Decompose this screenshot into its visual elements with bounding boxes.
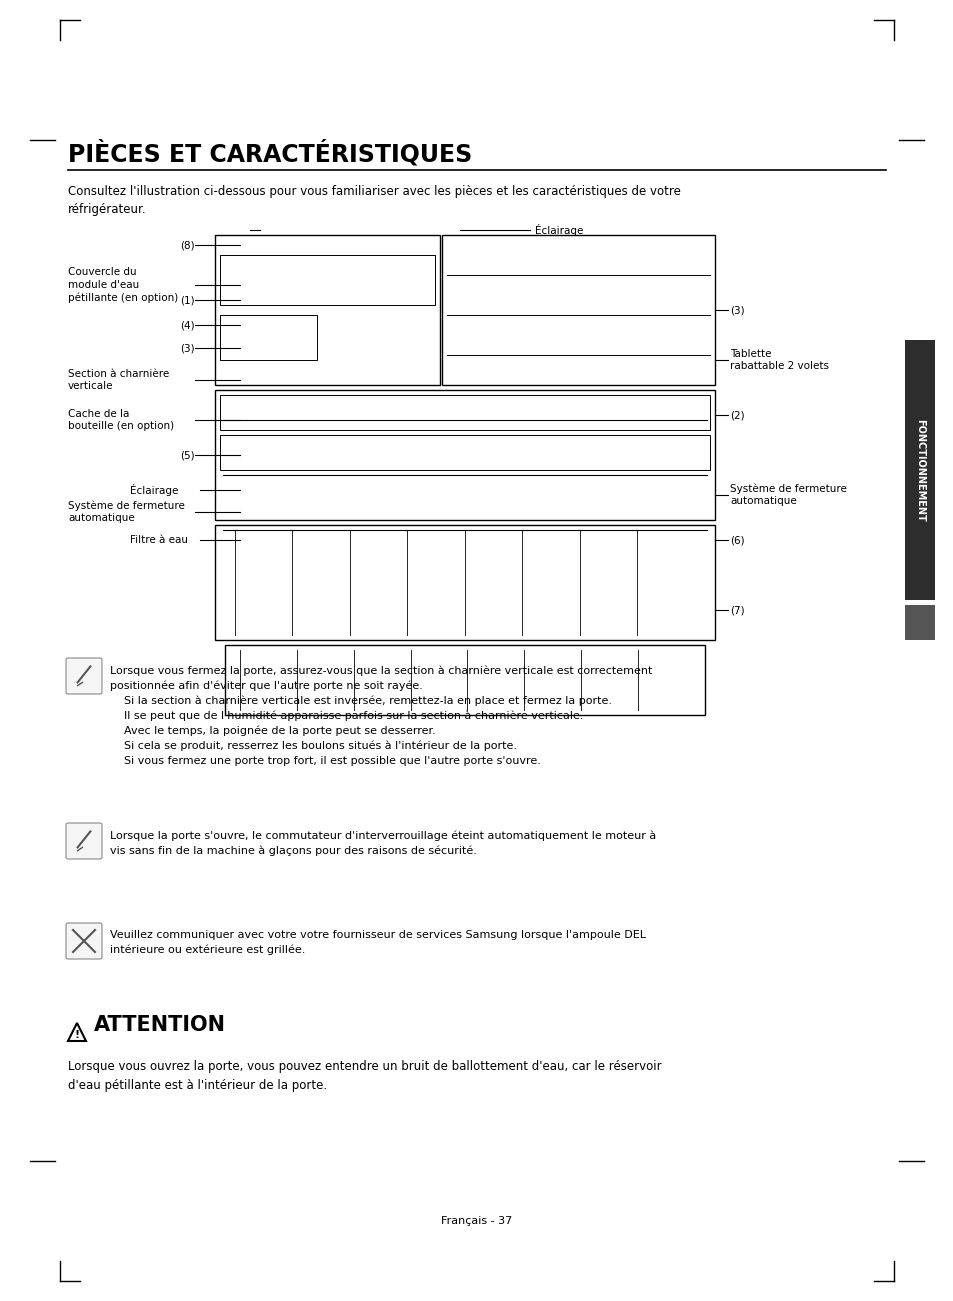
FancyBboxPatch shape xyxy=(66,922,102,959)
Text: ATTENTION: ATTENTION xyxy=(94,1015,226,1036)
Text: Système de fermeture
automatique: Système de fermeture automatique xyxy=(729,484,846,506)
Text: Veuillez communiquer avec votre votre fournisseur de services Samsung lorsque l': Veuillez communiquer avec votre votre fo… xyxy=(110,930,645,955)
Text: (4): (4) xyxy=(180,320,194,330)
Text: FONCTIONNEMENT: FONCTIONNEMENT xyxy=(914,419,924,522)
Text: Français - 37: Français - 37 xyxy=(441,1216,512,1226)
Text: Éclairage: Éclairage xyxy=(535,224,583,235)
Text: (3): (3) xyxy=(180,343,194,353)
Text: (2): (2) xyxy=(729,410,744,420)
Text: (3): (3) xyxy=(729,304,744,315)
Bar xyxy=(220,315,316,360)
Text: Système de fermeture
automatique: Système de fermeture automatique xyxy=(68,501,185,523)
Text: Tablette
rabattable 2 volets: Tablette rabattable 2 volets xyxy=(729,349,828,371)
Text: Lorsque vous ouvrez la porte, vous pouvez entendre un bruit de ballottement d'ea: Lorsque vous ouvrez la porte, vous pouve… xyxy=(68,1060,661,1092)
Text: Lorsque vous fermez la porte, assurez-vous que la section à charnière verticale : Lorsque vous fermez la porte, assurez-vo… xyxy=(110,665,652,766)
Text: PIÈCES ET CARACTÉRISTIQUES: PIÈCES ET CARACTÉRISTIQUES xyxy=(68,141,472,167)
FancyBboxPatch shape xyxy=(66,658,102,693)
FancyBboxPatch shape xyxy=(66,824,102,859)
Text: (7): (7) xyxy=(729,605,744,615)
Text: Cache de la
bouteille (en option): Cache de la bouteille (en option) xyxy=(68,409,174,431)
Text: Couvercle du
module d'eau
pétillante (en option): Couvercle du module d'eau pétillante (en… xyxy=(68,267,178,303)
Bar xyxy=(220,255,435,304)
Text: Section à charnière
verticale: Section à charnière verticale xyxy=(68,368,169,392)
Bar xyxy=(220,435,709,470)
Bar xyxy=(904,605,934,640)
Bar xyxy=(220,396,709,431)
Text: Éclairage: Éclairage xyxy=(130,484,178,496)
Bar xyxy=(904,340,934,600)
Text: !: ! xyxy=(74,1029,79,1039)
Text: (5): (5) xyxy=(180,450,194,461)
Text: Consultez l'illustration ci-dessous pour vous familiariser avec les pièces et le: Consultez l'illustration ci-dessous pour… xyxy=(68,185,680,216)
Text: (1): (1) xyxy=(180,295,194,304)
Text: (6): (6) xyxy=(729,535,744,545)
Text: Lorsque la porte s'ouvre, le commutateur d'interverrouillage éteint automatiquem: Lorsque la porte s'ouvre, le commutateur… xyxy=(110,830,656,856)
Text: Filtre à eau: Filtre à eau xyxy=(130,535,188,545)
Text: (8): (8) xyxy=(180,239,194,250)
